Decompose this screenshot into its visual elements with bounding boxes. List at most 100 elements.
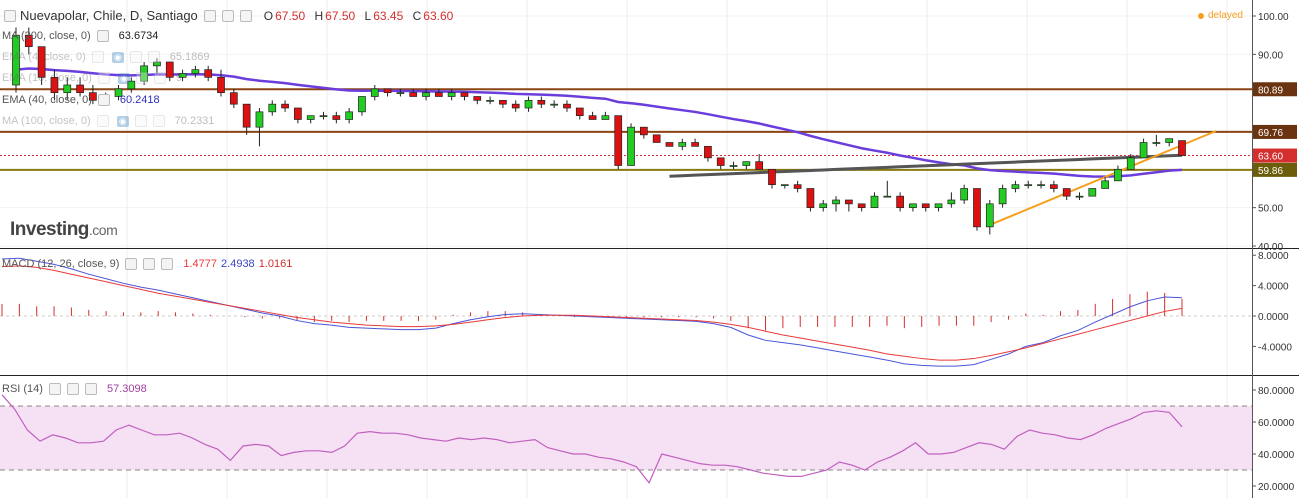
settings-icon[interactable] [125,258,138,270]
settings-icon[interactable] [135,72,148,84]
candle-body [486,99,494,102]
candle-body [845,199,853,205]
candle-body [370,88,379,97]
candle-body [563,103,571,109]
grid-layer [0,0,1252,498]
settings-icon[interactable] [66,383,79,395]
candle-body [1050,184,1058,189]
close-icon[interactable] [147,51,160,63]
settings-icon[interactable] [134,115,147,127]
candle-body [1152,142,1161,144]
candle-body [1126,157,1135,170]
visibility-icon[interactable] [143,258,156,270]
candle-body [627,126,635,166]
candle-body [1101,180,1109,189]
candle-body [460,92,469,97]
high-value: 67.50 [325,8,356,23]
last-price-label: 63.60 [1258,152,1283,163]
candle-body [780,184,789,187]
ohlc-readout: O 67.50 H 67.50 L 63.45 C 63.60 [263,8,454,23]
y-tick-label: -4.0000 [1258,342,1292,353]
indicator-ma200[interactable]: MA (200, close, 0) 63.6734 [2,30,159,42]
candle-body [76,84,84,94]
candle-body [1062,188,1071,197]
level-tag [1253,162,1297,177]
candle-body [1011,184,1020,189]
candle-body [1037,184,1045,187]
candle-body [24,34,33,48]
level-tag [1253,124,1297,139]
visibility-eye-icon[interactable]: ◉ [117,72,130,84]
candle-body [191,69,200,74]
level-label: 59.86 [1258,166,1283,177]
candle-body [1024,184,1033,187]
y-tick-label: 60.0000 [1258,418,1295,429]
candle-body [639,126,648,136]
candle-body [729,165,738,167]
level-tag [1253,82,1297,97]
candle-body [1139,142,1148,159]
close-icon[interactable] [153,72,166,84]
candle-body [691,142,699,147]
candle-body [588,115,597,120]
indicator-menu-icon[interactable] [96,115,109,127]
candle-body [832,199,840,205]
status-dot-icon [1197,12,1204,19]
candle-body [806,188,815,209]
macd-legend[interactable]: MACD (12, 26, close, 9) 1.4777 2.4938 1.… [2,258,293,270]
indicator-ema10[interactable]: EMA (10, close, 0) ◉ 9 [2,72,182,84]
level-layer [0,88,1252,171]
candle-body [1075,195,1084,198]
low-value: 63.45 [373,8,404,23]
settings-icon[interactable] [129,51,142,63]
candle-body [1088,188,1097,197]
symbol-title: Nuevapolar, Chile, D, Santiago [20,8,198,23]
settings-icon[interactable] [221,9,234,22]
candle-body [704,145,712,159]
visibility-eye-icon[interactable]: ◉ [116,115,129,127]
candle-body [960,188,969,201]
indicator-menu-icon[interactable] [96,30,109,42]
candle-body [870,195,879,209]
candle-body [652,134,661,143]
indicator-ema4[interactable]: EMA (4, close, 0) ◉ 65.1869 [2,51,210,63]
y-tick-label: 40.00 [1258,242,1283,253]
visibility-eye-icon[interactable]: ◉ [111,51,124,63]
chevron-down-icon[interactable] [48,383,61,395]
candle-body [883,195,892,198]
indicator-menu-icon[interactable] [91,51,104,63]
candle-body [178,73,187,78]
last-price-tag [1253,148,1297,163]
candle-body [921,203,930,209]
close-icon[interactable] [152,115,165,127]
indicator-ema40[interactable]: EMA (40, close, 0) 60.2418 [2,94,160,106]
candle-body [934,203,943,209]
close-icon[interactable] [239,9,252,22]
y-tick-label: 0.0000 [1258,312,1289,323]
candle-body [281,103,289,109]
candle-body [217,76,225,94]
close-icon[interactable] [161,258,174,270]
indicator-menu-icon[interactable] [97,94,110,106]
indicator-ma100[interactable]: MA (100, close, 0) ◉ 70.2331 [2,115,215,127]
y-tick-label: 100.00 [1258,12,1289,23]
candle-body [204,69,213,78]
indicator-menu-icon[interactable] [97,72,110,84]
close-icon[interactable] [84,383,97,395]
candle-body [50,76,59,94]
candle-body [319,115,328,118]
candle-body [153,61,161,67]
dropdown-chevron-icon[interactable] [203,9,216,22]
candle-body [409,92,418,97]
level-label: 69.76 [1258,128,1283,139]
candle-body [140,65,148,82]
delayed-badge: delayed [1197,10,1243,21]
candle-body [12,34,20,86]
rsi-legend[interactable]: RSI (14) 57.3098 [2,383,147,395]
candle-body [447,92,456,97]
candle-body [755,161,764,170]
candle-body [857,203,866,209]
collapse-icon[interactable] [4,9,16,22]
y-tick-label: 8.0000 [1258,251,1289,262]
